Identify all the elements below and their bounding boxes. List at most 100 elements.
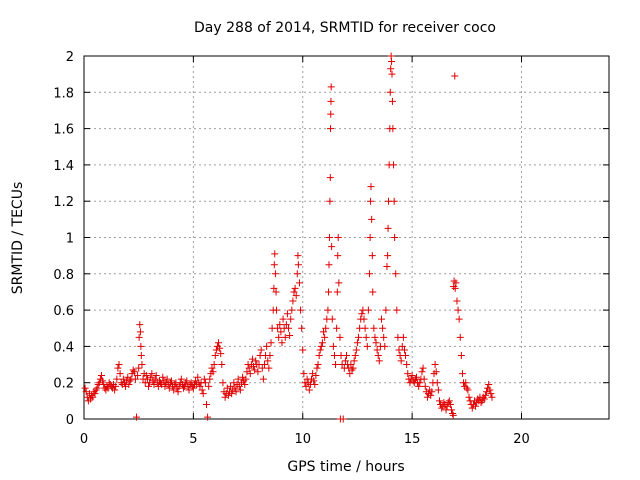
data-point bbox=[174, 388, 182, 396]
data-point bbox=[446, 400, 454, 408]
data-point bbox=[135, 364, 143, 372]
data-point bbox=[449, 410, 457, 418]
data-point bbox=[384, 224, 392, 232]
data-point bbox=[453, 297, 461, 305]
data-point bbox=[326, 197, 334, 205]
grid bbox=[84, 56, 609, 419]
data-point bbox=[258, 364, 266, 372]
data-point bbox=[251, 366, 259, 374]
data-point bbox=[387, 65, 395, 73]
data-point bbox=[241, 381, 249, 389]
data-point bbox=[245, 364, 253, 372]
data-point bbox=[99, 377, 107, 385]
data-point bbox=[413, 373, 420, 381]
data-point bbox=[133, 413, 140, 421]
data-point bbox=[177, 375, 185, 383]
data-point bbox=[252, 357, 260, 365]
data-point bbox=[136, 328, 144, 336]
data-point bbox=[210, 361, 218, 369]
data-point bbox=[346, 370, 354, 378]
data-point bbox=[353, 339, 361, 347]
y-tick-label: 1.2 bbox=[53, 195, 74, 210]
data-point bbox=[438, 404, 446, 412]
y-tick-label: 0 bbox=[66, 413, 74, 428]
data-point bbox=[112, 382, 120, 390]
data-point bbox=[285, 324, 293, 332]
data-point bbox=[170, 386, 178, 394]
data-point bbox=[375, 357, 383, 365]
data-point bbox=[416, 379, 424, 387]
y-tick-label: 0.6 bbox=[53, 304, 74, 319]
data-point bbox=[257, 346, 265, 354]
data-point bbox=[456, 333, 464, 341]
data-point bbox=[392, 270, 400, 278]
data-point bbox=[334, 234, 342, 241]
data-point bbox=[355, 333, 363, 341]
data-point bbox=[472, 402, 480, 410]
data-point bbox=[208, 364, 216, 372]
data-point bbox=[289, 297, 297, 305]
data-point bbox=[146, 379, 154, 387]
data-point bbox=[462, 379, 470, 387]
data-point bbox=[400, 346, 408, 354]
data-point bbox=[239, 373, 247, 381]
data-point bbox=[163, 375, 171, 383]
data-point bbox=[315, 351, 323, 359]
data-point bbox=[282, 321, 290, 329]
data-point bbox=[408, 371, 416, 379]
data-point bbox=[105, 379, 113, 387]
data-point bbox=[223, 384, 231, 392]
data-point bbox=[246, 370, 254, 378]
data-point bbox=[124, 373, 132, 381]
data-point bbox=[159, 373, 167, 381]
data-point bbox=[325, 288, 333, 296]
data-point bbox=[297, 306, 305, 314]
data-point bbox=[463, 384, 471, 392]
data-point bbox=[183, 377, 191, 385]
data-point bbox=[224, 391, 232, 399]
data-point bbox=[111, 386, 119, 394]
data-point bbox=[327, 97, 335, 105]
data-point bbox=[371, 333, 379, 341]
data-point bbox=[298, 324, 306, 332]
data-point bbox=[228, 390, 236, 398]
data-point bbox=[126, 377, 134, 385]
data-point bbox=[134, 371, 142, 379]
data-point bbox=[89, 393, 97, 401]
data-point bbox=[465, 393, 473, 401]
data-point bbox=[292, 292, 300, 300]
data-point bbox=[93, 384, 101, 392]
data-point bbox=[486, 386, 494, 394]
data-point bbox=[328, 315, 336, 323]
data-point bbox=[81, 384, 89, 392]
data-point bbox=[452, 279, 460, 287]
data-point bbox=[333, 288, 341, 296]
chart-title: Day 288 of 2014, SRMTID for receiver coc… bbox=[194, 20, 496, 36]
data-point bbox=[294, 261, 302, 269]
data-point bbox=[367, 197, 375, 205]
data-point bbox=[421, 382, 429, 390]
data-point bbox=[125, 381, 133, 389]
data-point bbox=[305, 386, 313, 394]
y-tick-label: 1.6 bbox=[53, 123, 74, 138]
y-tick-label: 1.4 bbox=[53, 159, 74, 174]
data-point bbox=[115, 361, 123, 369]
data-point bbox=[171, 381, 179, 389]
data-point bbox=[271, 270, 279, 278]
y-tick-label: 0.2 bbox=[53, 377, 74, 392]
y-tick-label: 0.8 bbox=[53, 268, 74, 283]
data-point bbox=[311, 381, 319, 389]
data-point bbox=[227, 382, 235, 390]
data-point bbox=[287, 315, 295, 323]
data-point bbox=[270, 284, 278, 292]
data-point bbox=[314, 361, 322, 369]
data-point bbox=[483, 388, 490, 396]
axis-ticks bbox=[83, 55, 609, 420]
data-point bbox=[374, 351, 382, 359]
data-point bbox=[196, 382, 204, 390]
data-point bbox=[332, 361, 340, 369]
data-point bbox=[451, 72, 459, 80]
data-point bbox=[390, 197, 398, 205]
data-point bbox=[464, 386, 472, 394]
data-point bbox=[95, 379, 103, 387]
